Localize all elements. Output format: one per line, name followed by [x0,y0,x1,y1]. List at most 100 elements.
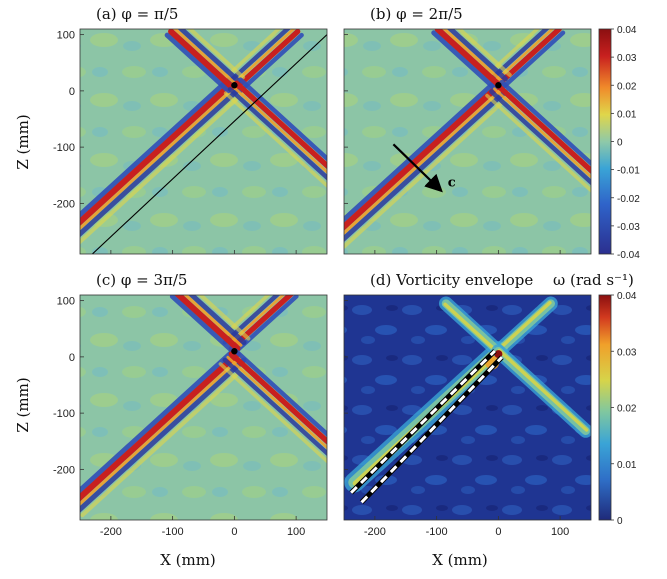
y-tick-label: -100 [53,408,75,420]
beam-band [431,30,498,91]
reference-line [91,34,327,254]
beam-band [443,302,500,354]
panel-title-a: (a) φ = π/5 [96,5,178,23]
beam-band [173,29,238,86]
source-marker [231,82,238,89]
panel-frame [79,294,328,521]
x-tick-label: 0 [495,526,501,538]
x-tick-label: -200 [364,526,386,538]
y-tick-label: 0 [69,86,75,98]
beam-band [344,82,502,231]
colorbar-tick-label: -0.04 [617,250,640,261]
beam-band [344,79,498,223]
colorbar-tick-label: 0 [617,516,623,527]
y-tick-label: 100 [57,296,75,308]
beam-band [169,295,237,355]
colorbar-tick-label: 0.01 [617,109,637,120]
y-axis-label-top: Z (mm) [14,114,32,169]
beam-band [238,77,327,162]
source-marker [495,82,502,89]
y-tick-label: 0 [69,352,75,364]
colorbar-tick-label: 0 [617,138,623,149]
x-tick-label: 100 [551,526,569,538]
beam-band [344,89,508,242]
beam-band [80,77,231,219]
x-tick-label: -200 [100,526,122,538]
beam-band [80,357,247,513]
x-tick-label: -100 [426,526,448,538]
panel-title-b: (b) φ = 2π/5 [370,5,463,23]
beam-band [80,84,238,231]
band-edge [350,349,496,494]
beam-band [238,32,304,94]
panel-b: c [343,28,592,255]
beam-band [177,29,242,84]
colorbar-tick-label: 0.02 [617,81,637,92]
colorbar-tick-label: 0.03 [617,347,637,358]
source-marker [231,348,238,355]
colorbar-diverging [598,28,612,255]
x-axis-label-right: X (mm) [432,551,488,569]
beam-band [80,351,241,502]
beam-band [80,347,237,494]
beam-band [187,29,246,80]
beam-band [344,87,504,236]
beam-band [227,86,327,181]
beam-band [164,32,231,94]
beam-band [233,80,327,170]
panel-d: -200 -100 0 100 [343,294,592,538]
beam-band [495,300,552,353]
beam-band [485,93,591,193]
beam-band [80,355,243,506]
beam-band [344,93,512,249]
beam-band [80,86,242,238]
colorbar-ticks: 0.04 0.03 0.02 0.01 0 -0.01 -0.02 -0.03 -0.04 0.0… [611,25,640,527]
beam-band [183,295,243,347]
panel-frame [343,294,592,521]
beam-band [218,362,327,464]
beam-band [168,29,236,91]
panel-title-d: (d) Vorticity envelope [370,271,533,289]
y-tick-label: 100 [57,30,75,42]
colorbar-tick-label: -0.01 [617,166,640,177]
band-edge [360,356,503,504]
beam-band [233,29,301,90]
beam-band [493,87,591,179]
panel-frame [343,28,592,255]
beam-band [188,295,247,345]
colorbar-tick-label: -0.03 [617,222,640,233]
colorbar-sequential [598,294,612,521]
beam-band [231,85,327,174]
x-tick-label: 0 [231,526,237,538]
beam-band [497,348,589,432]
beam-band [228,351,327,445]
beam-band [80,91,246,245]
beam-band [446,29,508,82]
colorbar-tick-label: 0.03 [617,53,637,64]
beam-band [499,79,591,167]
colorbar-tick-label: 0.04 [617,25,637,36]
propagation-arrow [392,143,443,193]
colorbar-label: ω (rad s⁻¹) [553,271,634,289]
x-axis-label-left: X (mm) [160,551,216,569]
beam-band [197,295,251,341]
beam-band [226,355,327,450]
beam-band [434,29,502,88]
colorbar-tick-label: 0.01 [617,460,637,471]
colorbar-tick-label: 0.04 [617,291,637,302]
beam-band [174,295,241,352]
beam-band [80,80,236,226]
panel-c: -200 -100 0 100 100 0 -100 -200 [53,294,328,538]
beam-band [223,91,327,188]
colorbar-tick-label: 0.02 [617,404,637,415]
beam-band [222,357,327,457]
x-tick-label: 100 [287,526,305,538]
beam-band [456,29,512,77]
beam-band [499,30,566,91]
beam-band [489,89,591,186]
y-tick-label: -100 [53,142,75,154]
y-tick-label: -200 [53,198,75,210]
x-tick-label: -100 [162,526,184,538]
